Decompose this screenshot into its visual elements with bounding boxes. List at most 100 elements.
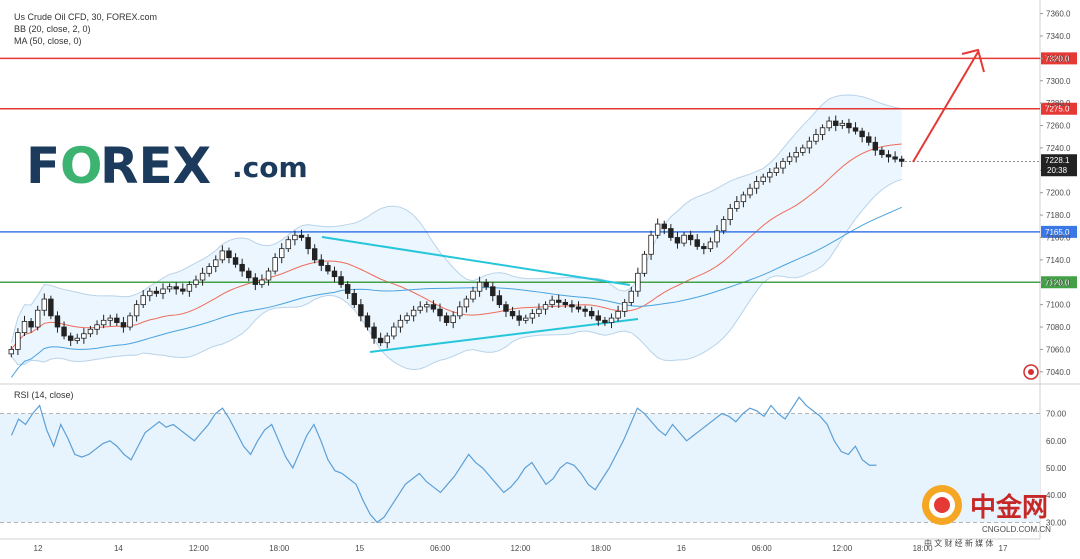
candle-body (424, 304, 430, 308)
candle-body (734, 201, 740, 209)
candles-layer (8, 115, 905, 358)
candle-body (879, 149, 885, 156)
candle-body (305, 237, 311, 250)
candle-body (483, 281, 489, 288)
candle-body (338, 276, 344, 285)
candle-body (417, 306, 423, 311)
candle-body (61, 326, 67, 337)
price-tick-label: 7340.0 (1046, 32, 1071, 41)
price-tick-label: 7120.0 (1046, 278, 1071, 287)
moving-average-line (10, 206, 902, 378)
price-axis[interactable]: 7040.0 7060.0 7080.0 7100.0 7120.0 7140.0 7160… (905, 10, 1077, 377)
candle-body (232, 257, 239, 265)
candle-body (496, 295, 503, 306)
bollinger-upper (10, 94, 902, 343)
candle-body (87, 328, 94, 335)
candle-body (285, 239, 292, 250)
time-tick-label: 18:00 (913, 544, 934, 553)
candle-body (351, 293, 357, 306)
candle-body (404, 315, 410, 321)
candle-body (503, 304, 509, 312)
candle-body (490, 286, 496, 297)
candle-body (542, 304, 549, 310)
candle-body (800, 147, 806, 153)
tradingview-circle-icon[interactable] (1023, 364, 1039, 380)
candle-body (582, 308, 588, 312)
candle-body (602, 319, 608, 323)
candle-body (714, 230, 720, 243)
candle-body (140, 295, 146, 306)
price-tick-label: 7100.0 (1046, 301, 1071, 310)
candle-body (720, 219, 727, 232)
candle-body (292, 234, 298, 241)
candle-body (397, 319, 404, 328)
candle-body (701, 246, 707, 250)
candle-body (674, 237, 681, 244)
candle-body (780, 160, 786, 169)
candle-body (476, 281, 483, 292)
candle-body (265, 270, 272, 281)
price-tick-label: 7320.0 (1046, 54, 1071, 63)
rsi-tick-label: 70.00 (1046, 410, 1067, 419)
candle-body (694, 239, 700, 247)
candle-body (773, 167, 780, 173)
candle-body (239, 263, 245, 272)
candle-body (34, 309, 41, 328)
candle-body (193, 279, 199, 285)
candle-body (549, 299, 555, 306)
candle-body (859, 130, 865, 138)
price-tick-label: 7260.0 (1046, 122, 1071, 131)
time-tick-label: 12:00 (832, 544, 853, 553)
candle-body (450, 315, 456, 323)
price-tick-label: 7040.0 (1046, 368, 1071, 377)
candle-body (344, 284, 351, 294)
time-tick-label: 12 (34, 544, 43, 553)
candle-body (516, 315, 522, 321)
rsi-line (10, 396, 877, 524)
candle-body (120, 322, 127, 328)
candle-body (536, 308, 542, 314)
candle-body (127, 315, 133, 328)
candle-body (100, 319, 107, 326)
candle-body (311, 248, 318, 261)
cngold-url: CNGOLD.COM.CN (982, 525, 1051, 534)
price-tick-label: 7360.0 (1046, 10, 1071, 19)
rsi-tick-label: 30.00 (1046, 518, 1067, 527)
time-tick-label: 06:00 (430, 544, 451, 553)
candle-body (41, 298, 47, 311)
cngold-watermark: 中金网 CNGOLD.COM.CN 中 文 财 经 新 媒 体 (922, 485, 1051, 548)
candle-body (430, 304, 437, 310)
candle-body (166, 286, 173, 290)
level-tag-0 (1041, 52, 1077, 65)
candle-body (641, 253, 648, 274)
candle-body (206, 266, 212, 274)
time-axis[interactable]: 12 14 12:00 18:00 15 06:00 12:00 18:00 16 06:00 12… (34, 544, 1008, 553)
level-tag-2 (1041, 225, 1077, 238)
candle-body (8, 349, 15, 355)
rsi-band-fill (0, 413, 1040, 523)
level-label-3: 7120.0 (1045, 278, 1070, 287)
candle-body (648, 234, 654, 255)
logo-letter-f: F (26, 137, 60, 195)
bollinger-band-layer (10, 94, 902, 378)
level-label-0: 7320.0 (1045, 54, 1070, 63)
candle-body (213, 259, 219, 267)
candle-body (443, 315, 450, 323)
time-tick-label: 15 (355, 544, 364, 553)
trendlines-layer (321, 236, 639, 353)
candle-body (298, 234, 305, 238)
chart-title: Us Crude Oil CFD, 30, FOREX.com (14, 12, 157, 22)
candle-body (681, 234, 687, 244)
candle-body (21, 321, 28, 334)
candle-body (654, 223, 661, 236)
candle-body (687, 234, 694, 241)
time-tick-label: 17 (999, 544, 1008, 553)
logo-letters-rex: REX (100, 137, 211, 195)
forex-logo: F O REX .com (26, 137, 308, 195)
candle-body (661, 223, 667, 229)
price-tick-label: 7240.0 (1046, 144, 1071, 153)
candle-body (826, 120, 832, 129)
candle-body (15, 332, 21, 350)
